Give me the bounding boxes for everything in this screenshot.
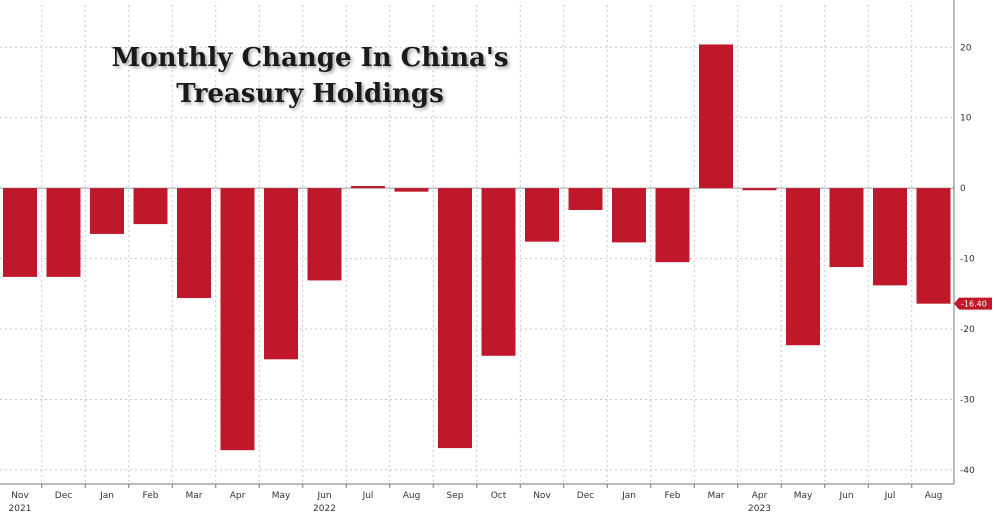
bar <box>394 188 429 192</box>
x-tick-label: Sep <box>447 491 464 501</box>
x-tick-label: Mar <box>708 491 725 501</box>
y-tick-label: -10 <box>960 255 975 265</box>
x-year-label: 2022 <box>313 504 336 514</box>
x-tick-label: Jan <box>99 491 114 501</box>
last-value-label: -16.40 <box>961 300 987 309</box>
bar <box>351 186 385 189</box>
x-tick-label: May <box>794 491 813 501</box>
x-tick-label: Feb <box>665 491 681 501</box>
x-tick-label: Jul <box>362 491 374 501</box>
bar <box>133 188 168 225</box>
x-tick-label: Nov <box>11 491 29 501</box>
x-tick-label: May <box>272 491 291 501</box>
bar <box>873 188 907 286</box>
chart-title-line-2: Treasury Holdings <box>176 79 444 109</box>
x-tick-label: Feb <box>143 491 159 501</box>
x-tick-label: Jul <box>884 491 896 501</box>
x-year-label: 2023 <box>748 504 771 514</box>
bar <box>220 188 255 451</box>
chart-title-line-1: Monthly Change In China's <box>111 43 509 73</box>
y-tick-label: -40 <box>960 466 975 476</box>
y-tick-label: 10 <box>960 114 972 124</box>
bar <box>525 188 559 242</box>
bar <box>829 188 864 268</box>
bar <box>264 188 298 360</box>
bar-layer <box>3 44 951 451</box>
x-tick-label: Aug <box>403 491 421 501</box>
y-tick-label: 20 <box>960 43 972 53</box>
x-tick-label: Mar <box>186 491 203 501</box>
chart-title: Monthly Change In China's Treasury Holdi… <box>80 40 540 112</box>
bar <box>568 188 603 210</box>
bar <box>3 188 37 277</box>
bar <box>46 188 81 277</box>
bar <box>438 188 472 449</box>
x-tick-label: Jun <box>838 491 853 501</box>
bar <box>699 44 733 189</box>
bar <box>655 188 690 263</box>
y-tick-label: -30 <box>960 395 975 405</box>
bar <box>786 188 820 346</box>
x-tick-label: Jun <box>316 491 331 501</box>
x-tick-label: Apr <box>230 491 246 501</box>
bar <box>481 188 516 356</box>
y-tick-label: 0 <box>960 184 966 194</box>
bar <box>177 188 211 299</box>
x-tick-label: Aug <box>925 491 943 501</box>
x-tick-label: Oct <box>491 491 507 501</box>
x-tick-label: Dec <box>55 491 72 501</box>
bar <box>307 188 342 281</box>
x-year-label: 2021 <box>9 504 32 514</box>
x-tick-label: Jan <box>621 491 636 501</box>
bar <box>612 188 646 243</box>
bar <box>742 188 777 191</box>
last-value-tag <box>954 297 992 310</box>
x-tick-label: Apr <box>752 491 768 501</box>
y-tick-label: -20 <box>960 325 975 335</box>
x-tick-label: Dec <box>577 491 594 501</box>
bar <box>90 188 124 234</box>
bar <box>916 188 951 304</box>
x-tick-label: Nov <box>533 491 551 501</box>
